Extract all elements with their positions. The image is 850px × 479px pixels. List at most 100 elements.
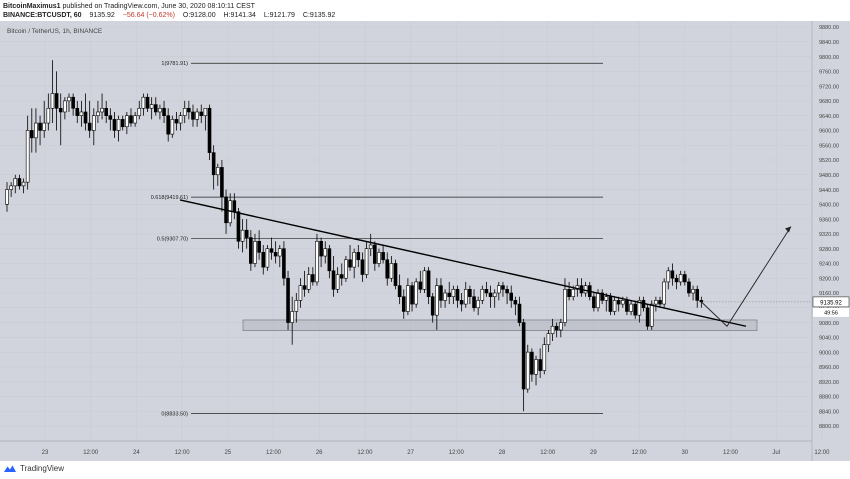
candle-up: [298, 285, 303, 301]
candle-up: [637, 300, 642, 316]
candle-down: [360, 259, 365, 275]
candle-down: [120, 119, 125, 128]
candle-up: [406, 285, 410, 312]
projection-arrowhead: [785, 226, 791, 233]
candle-down: [327, 248, 332, 272]
candle-down: [633, 303, 638, 316]
y-tick-label: 9680.00: [819, 99, 839, 105]
candle-up: [422, 270, 427, 290]
tradingview-brand: TradingView: [20, 463, 65, 473]
candle-up: [666, 270, 671, 283]
candle-up: [563, 289, 567, 323]
candle-down: [249, 237, 253, 264]
x-tick-label: 26: [316, 450, 323, 456]
candle-up: [364, 248, 369, 275]
candle-down: [418, 281, 423, 290]
candle-down: [695, 289, 700, 301]
candle-up: [463, 289, 468, 305]
candle-down: [302, 285, 307, 290]
y-tick-label: 9320.00: [819, 232, 839, 238]
candle-up: [91, 115, 96, 131]
candle-up: [629, 303, 633, 312]
candle-up: [451, 289, 456, 297]
y-tick-label: 8840.00: [819, 409, 839, 415]
candle-up: [116, 119, 121, 131]
candle-down: [112, 119, 117, 131]
high-value: H:9141.34: [223, 12, 256, 19]
candle-down: [468, 289, 472, 297]
y-tick-label: 8920.00: [819, 380, 839, 386]
candle-down: [269, 248, 274, 253]
author-name: BitcoinMaximus1: [3, 3, 61, 10]
candle-down: [505, 289, 509, 294]
candle-up: [335, 274, 340, 290]
low-value: L:9121.79: [263, 12, 295, 19]
candle-up: [170, 119, 175, 135]
x-tick-label: 27: [407, 450, 414, 456]
projection-path: [701, 226, 792, 327]
candle-up: [534, 359, 538, 375]
candle-up: [178, 115, 183, 124]
y-tick-label: 8960.00: [819, 365, 839, 371]
candle-down: [244, 229, 249, 238]
candle-down: [311, 274, 315, 283]
support-zone: [242, 319, 758, 331]
candle-down: [331, 270, 336, 290]
candle-up: [542, 344, 547, 371]
y-tick-label: 9080.00: [819, 321, 839, 327]
candle-up: [21, 181, 26, 187]
y-tick-label: 9160.00: [819, 291, 839, 297]
x-tick-label: 24: [133, 450, 140, 456]
candle-down: [439, 285, 443, 301]
candle-down: [273, 252, 278, 257]
candle-down: [236, 211, 241, 242]
candle-up: [678, 274, 683, 283]
candle-up: [25, 130, 30, 183]
y-tick-label: 9720.00: [819, 84, 839, 90]
candle-down: [58, 107, 63, 113]
candle-down: [174, 119, 179, 124]
candle-down: [410, 285, 414, 305]
candle-down: [104, 107, 108, 116]
candle-up: [476, 300, 480, 309]
y-tick-label: 9880.00: [819, 25, 839, 31]
candle-up: [215, 167, 220, 176]
candle-down: [381, 252, 385, 261]
chart-plot-area: [0, 21, 812, 461]
candle-down: [472, 296, 476, 309]
y-tick-label: 9440.00: [819, 188, 839, 194]
candle-down: [393, 263, 398, 286]
y-tick-label: 9200.00: [819, 276, 839, 282]
x-tick-label: Jul: [772, 450, 780, 456]
candle-down: [191, 111, 195, 120]
candle-up: [691, 289, 695, 294]
y-tick-label: 8880.00: [819, 395, 839, 401]
candle-up: [46, 107, 51, 124]
candle-down: [153, 104, 158, 113]
x-tick-label: 12:00: [266, 450, 282, 456]
candle-up: [546, 333, 551, 346]
y-tick-label: 9600.00: [819, 129, 839, 135]
candle-up: [612, 300, 617, 312]
candle-up: [604, 296, 609, 301]
y-tick-label: 9280.00: [819, 247, 839, 253]
candle-down: [430, 296, 435, 316]
candle-up: [344, 259, 348, 279]
candle-down: [459, 300, 464, 305]
x-tick-label: 12:00: [449, 450, 465, 456]
candle-down: [145, 96, 150, 109]
y-axis-panel[interactable]: [812, 21, 850, 461]
tradingview-footer[interactable]: TradingView: [3, 461, 64, 475]
candle-down: [687, 281, 691, 294]
candle-down: [521, 322, 526, 390]
price-chart[interactable]: 9880.00 9840.00 9800.00 9760.00 9720.00 9680.…: [0, 21, 850, 461]
candle-down: [455, 289, 460, 301]
candle-down: [447, 292, 452, 297]
candle-down: [166, 115, 170, 135]
candle-up: [158, 107, 162, 113]
chart-title: Bitcoin / TetherUS, 1h, BINANCE: [7, 28, 103, 35]
candle-down: [71, 96, 75, 109]
candle-down: [699, 300, 704, 303]
candle-up: [13, 178, 18, 187]
candle-up: [480, 289, 485, 301]
